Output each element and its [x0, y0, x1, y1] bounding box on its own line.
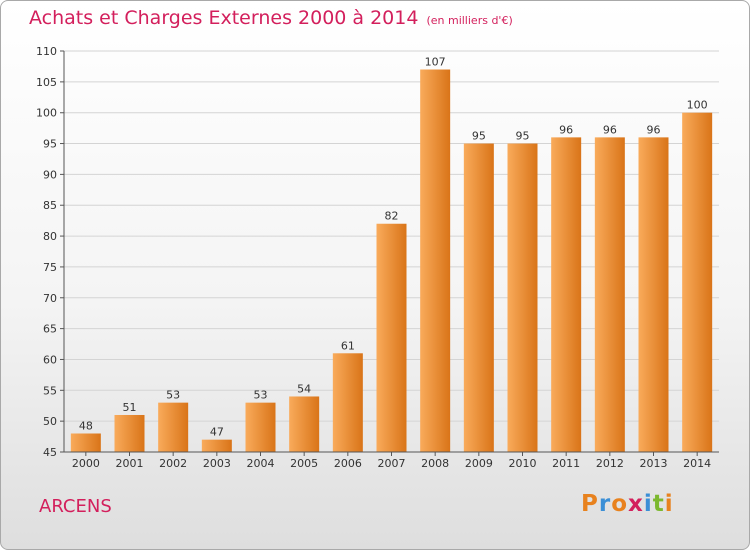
- logo-letter: o: [611, 491, 629, 517]
- chart-title: Achats et Charges Externes 2000 à 2014 (e…: [29, 7, 513, 29]
- bar-value-label: 48: [79, 419, 93, 432]
- x-tick-label: 2011: [552, 457, 580, 470]
- y-tick-label: 75: [43, 261, 57, 274]
- logo-letter: t: [652, 491, 665, 517]
- bar-value-label: 96: [559, 123, 573, 136]
- bar-value-label: 51: [123, 401, 137, 414]
- chart-unit: (en milliers d'€): [426, 14, 513, 27]
- bar[interactable]: [245, 402, 276, 452]
- bar[interactable]: [463, 143, 494, 453]
- bars: 48 51 53 47 53 54 61 82 107 95 95 96 96 96 100: [70, 56, 713, 453]
- x-tick-label: 2009: [465, 457, 493, 470]
- y-tick-label: 85: [43, 199, 57, 212]
- bar-value-label: 95: [516, 130, 530, 143]
- bar-value-label: 100: [687, 99, 708, 112]
- bar[interactable]: [332, 353, 363, 452]
- bar-value-label: 107: [425, 56, 446, 69]
- y-tick-label: 95: [43, 138, 57, 151]
- y-tick-label: 110: [36, 45, 57, 58]
- bar[interactable]: [158, 402, 189, 452]
- logo-letter: x: [628, 491, 644, 517]
- x-tick-label: 2007: [378, 457, 406, 470]
- y-tick-label: 90: [43, 168, 57, 181]
- x-tick-label: 2006: [334, 457, 362, 470]
- chart-title-text: Achats et Charges Externes 2000 à 2014: [29, 7, 419, 29]
- x-tick-label: 2013: [640, 457, 668, 470]
- bar[interactable]: [289, 396, 320, 452]
- x-tick-label: 2000: [72, 457, 100, 470]
- bar[interactable]: [594, 137, 625, 452]
- y-tick-label: 105: [36, 76, 57, 89]
- x-tick-label: 2014: [683, 457, 711, 470]
- x-axis: 2000 2001 2002 2003 2004 2005 2006 2007 2008 2009…: [64, 451, 719, 470]
- y-axis: 45 50 55 60 65 70 75 80 85 90 95 100 105 110: [36, 45, 65, 459]
- logo-letter: i: [664, 491, 674, 517]
- bar-value-label: 96: [603, 123, 617, 136]
- bar[interactable]: [70, 433, 101, 452]
- y-tick-label: 65: [43, 323, 57, 336]
- bar-value-label: 82: [385, 210, 399, 223]
- y-tick-label: 80: [43, 230, 57, 243]
- x-tick-label: 2005: [290, 457, 318, 470]
- proxiti-logo[interactable]: Proxiti: [581, 491, 674, 517]
- bar[interactable]: [376, 223, 407, 452]
- commune-name: ARCENS: [39, 496, 112, 517]
- bar-value-label: 61: [341, 339, 355, 352]
- x-tick-label: 2008: [421, 457, 449, 470]
- logo-letter: i: [643, 491, 653, 517]
- x-tick-label: 2004: [247, 457, 275, 470]
- bar[interactable]: [638, 137, 669, 452]
- bar[interactable]: [507, 143, 538, 453]
- y-tick-label: 45: [43, 446, 57, 459]
- bar[interactable]: [201, 439, 232, 452]
- y-tick-label: 60: [43, 353, 57, 366]
- x-tick-label: 2003: [203, 457, 231, 470]
- bar[interactable]: [114, 414, 145, 452]
- y-tick-label: 70: [43, 292, 57, 305]
- bar[interactable]: [682, 112, 713, 452]
- x-tick-label: 2010: [509, 457, 537, 470]
- x-tick-label: 2001: [116, 457, 144, 470]
- bar-value-label: 53: [254, 389, 268, 402]
- x-tick-label: 2002: [159, 457, 187, 470]
- bar-value-label: 96: [647, 123, 661, 136]
- x-tick-label: 2012: [596, 457, 624, 470]
- logo-letter: P: [581, 491, 599, 517]
- bar-value-label: 53: [166, 389, 180, 402]
- bar-value-label: 54: [297, 382, 311, 395]
- y-tick-label: 55: [43, 384, 57, 397]
- y-tick-label: 100: [36, 107, 57, 120]
- bar[interactable]: [551, 137, 582, 452]
- bar-value-label: 47: [210, 426, 224, 439]
- y-tick-label: 50: [43, 415, 57, 428]
- bar[interactable]: [420, 69, 451, 452]
- bar-value-label: 95: [472, 130, 486, 143]
- logo-letter: r: [598, 491, 612, 517]
